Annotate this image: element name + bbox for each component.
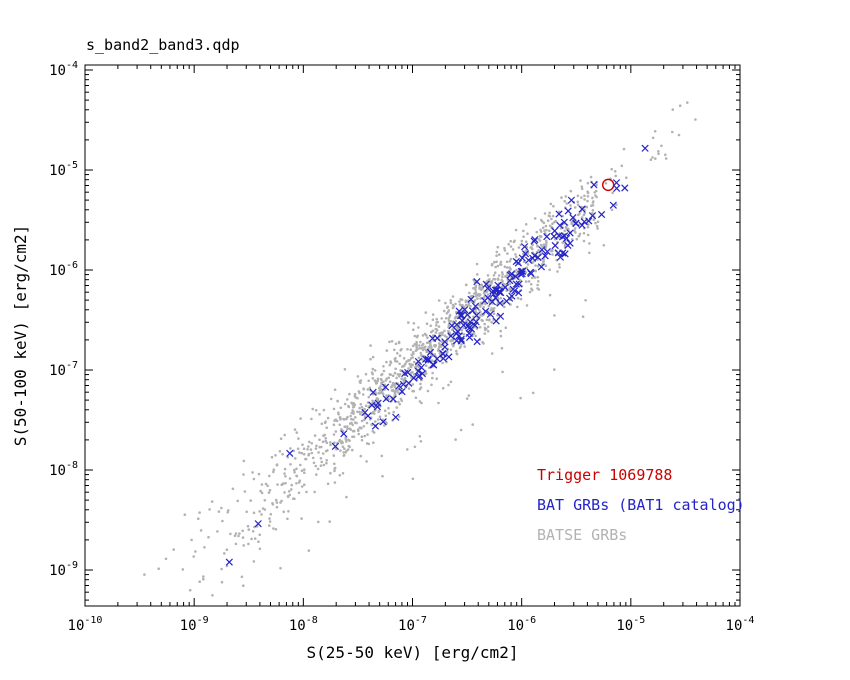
legend-entry-bat-grbs: BAT GRBs (BAT1 catalog) bbox=[537, 496, 745, 514]
axis-ticks bbox=[84, 65, 741, 606]
legend-entry-batse-grbs: BATSE GRBs bbox=[537, 526, 628, 544]
x-axis-label: S(25-50 keV) [erg/cm2] bbox=[307, 643, 519, 662]
svg-text:10-8: 10-8 bbox=[49, 460, 78, 479]
svg-text:10-5: 10-5 bbox=[49, 160, 78, 179]
svg-text:10-5: 10-5 bbox=[616, 615, 645, 634]
svg-text:10-9: 10-9 bbox=[180, 615, 209, 634]
svg-text:10-6: 10-6 bbox=[507, 615, 536, 634]
y-axis-label: S(50-100 keV) [erg/cm2] bbox=[11, 225, 30, 447]
svg-text:10-7: 10-7 bbox=[49, 360, 78, 379]
svg-text:10-8: 10-8 bbox=[289, 615, 318, 634]
legend-entry-trigger: Trigger 1069788 bbox=[537, 466, 673, 484]
plot-title: s_band2_band3.qdp bbox=[86, 36, 240, 54]
series-bat-grbs-bat1-catalog bbox=[225, 144, 649, 566]
svg-text:10-4: 10-4 bbox=[726, 615, 755, 634]
svg-text:10-6: 10-6 bbox=[49, 260, 78, 279]
trigger-marker bbox=[601, 178, 615, 192]
svg-text:10-9: 10-9 bbox=[49, 560, 78, 579]
svg-text:10-7: 10-7 bbox=[398, 615, 427, 634]
svg-text:10-10: 10-10 bbox=[68, 615, 103, 634]
svg-text:10-4: 10-4 bbox=[49, 60, 78, 79]
series-batse-grbs bbox=[143, 101, 697, 597]
plot-frame bbox=[84, 64, 741, 607]
axis-tick-labels: 10-10 10-9 10-8 10-7 10-6 10-5 10-4 10-9 10-8 10-… bbox=[49, 60, 754, 634]
